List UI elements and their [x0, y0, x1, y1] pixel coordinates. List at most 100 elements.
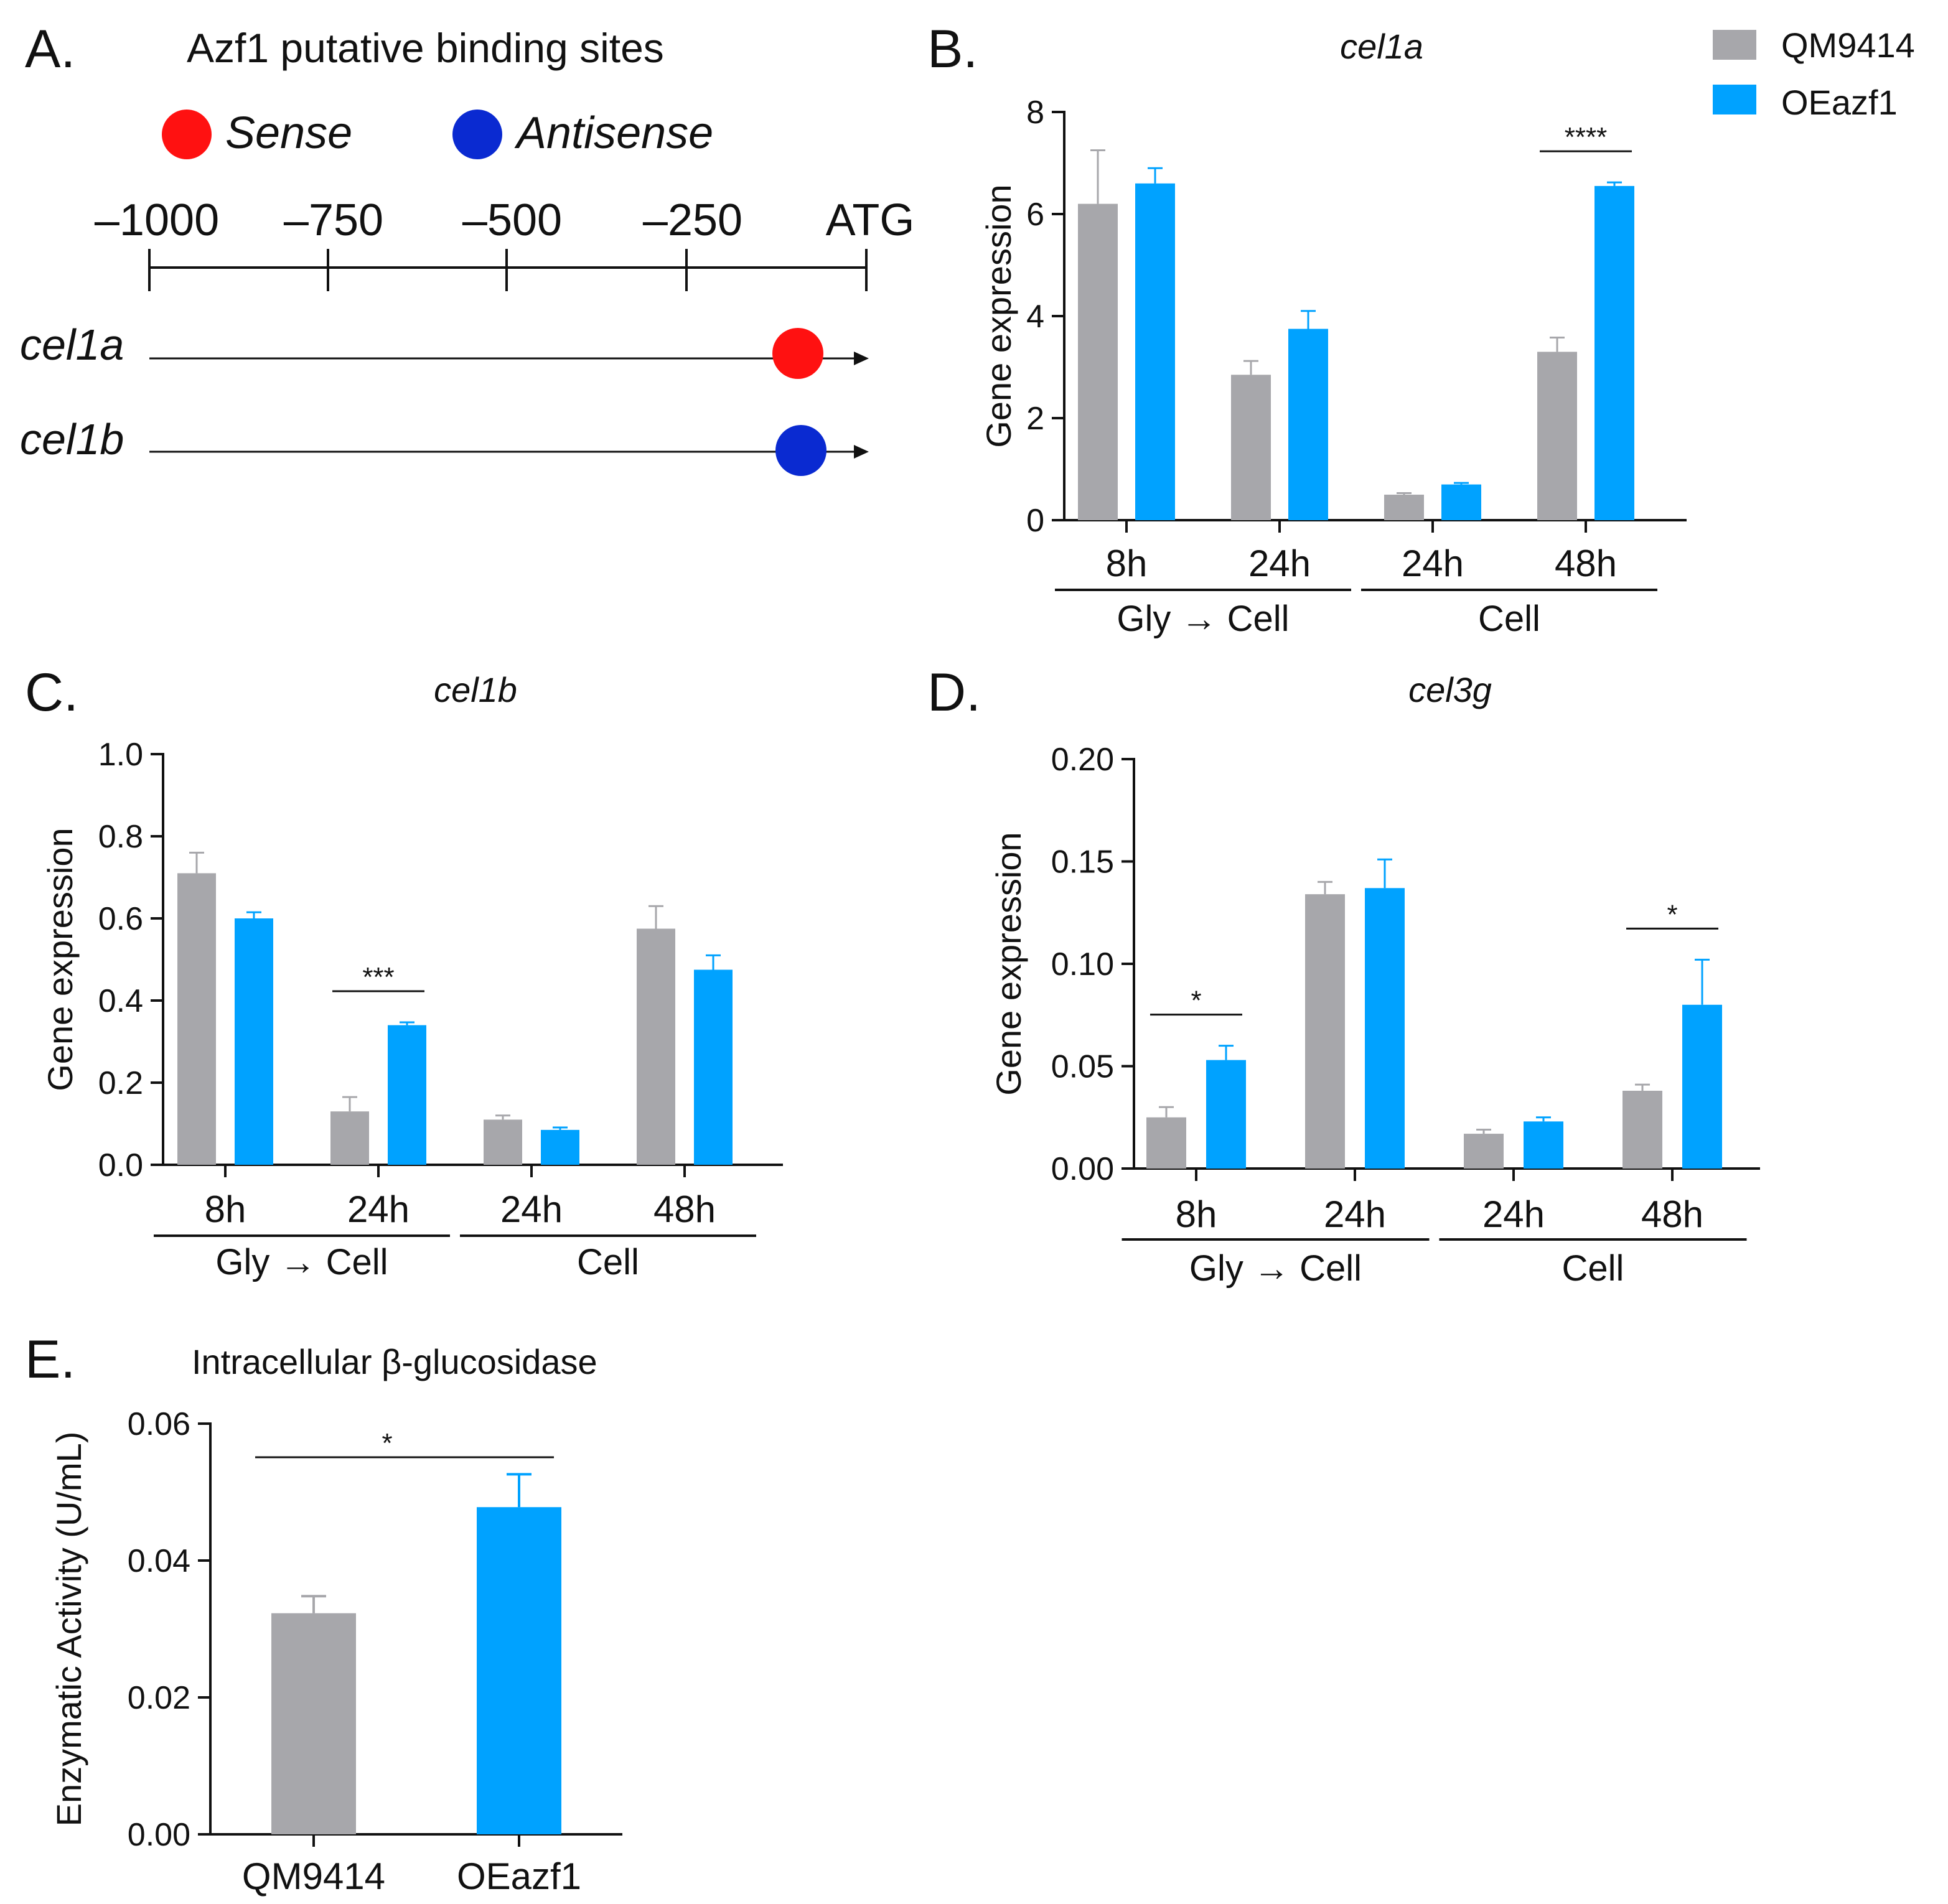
bar-qm9414-0	[1146, 1117, 1186, 1169]
panel-a-binding-diagram: A. Azf1 putative binding sites Sense Ant…	[20, 19, 914, 476]
panel-letter: E.	[25, 1330, 75, 1389]
y-axis-title: Enzymatic Activity (U/mL)	[49, 1432, 88, 1827]
y-tick-label: 0.0	[98, 1147, 143, 1183]
figure-legend: QM9414 OEazf1	[1713, 26, 1915, 122]
panel-b-cel1a-chart: B. cel1a 0 2 4 6 8 Gene expression 8h 24h 24h 48h Gl…	[927, 19, 1687, 639]
x-category-label: OEazf1	[457, 1855, 581, 1897]
chart-title: Intracellular β-glucosidase	[192, 1342, 597, 1381]
binding-site-cel1b	[775, 425, 826, 476]
significance-label: ***	[362, 962, 394, 992]
bar-oeazf1	[477, 1507, 561, 1834]
bar-qm9414-3	[637, 928, 675, 1165]
bar-qm9414-2	[1464, 1134, 1504, 1169]
y-axis-title: Gene expression	[979, 184, 1018, 447]
bar-oeazf1-0	[235, 918, 273, 1165]
x-category-label: 24h	[1248, 543, 1311, 584]
bar-oeazf1-0	[1135, 183, 1175, 520]
y-tick-label: 0.20	[1051, 742, 1114, 778]
x-category-label: QM9414	[242, 1855, 385, 1897]
panel-c-cel1b-chart: C. cel1b 0.0 0.2 0.4 0.6 0.8 1.0 Gene expression…	[25, 663, 783, 1282]
x-category-label: 48h	[1555, 543, 1617, 584]
legend-swatch-qm9414	[1713, 30, 1756, 60]
y-tick-label: 0.6	[98, 901, 143, 937]
sense-legend-label: Sense	[225, 108, 352, 158]
x-category-label: 24h	[1482, 1193, 1545, 1235]
diagram-title: Azf1 putative binding sites	[187, 25, 664, 71]
y-tick-label: 0.8	[98, 819, 143, 855]
bar-qm9414-2	[484, 1119, 522, 1165]
chart-title: cel1b	[434, 670, 517, 709]
antisense-legend-marker	[452, 110, 502, 159]
legend-label-oeazf1: OEazf1	[1781, 83, 1898, 122]
x-category-label: 48h	[1641, 1193, 1703, 1235]
y-tick-label: 0.2	[98, 1065, 143, 1101]
y-tick-label: 0.02	[128, 1680, 190, 1716]
bar-qm9414-0	[177, 873, 216, 1165]
y-axis-title: Gene expression	[989, 832, 1028, 1095]
bar-oeazf1-0	[1206, 1060, 1246, 1169]
group-label: Gly → Cell	[1189, 1248, 1362, 1289]
significance-label: *	[382, 1428, 392, 1458]
gene-label-cel1a: cel1a	[20, 320, 124, 369]
x-category-label: 8h	[1176, 1193, 1217, 1235]
bar-qm9414-2	[1384, 495, 1424, 520]
bar-oeazf1-1	[1288, 329, 1328, 520]
bar-oeazf1-2	[1524, 1121, 1563, 1169]
y-tick-label: 4	[1026, 299, 1044, 335]
binding-site-cel1a	[772, 328, 823, 379]
bar-oeazf1-3	[1594, 185, 1634, 520]
group-label: Gly → Cell	[215, 1242, 388, 1282]
y-tick-label: 0.10	[1051, 946, 1114, 982]
bar-qm9414	[271, 1613, 356, 1834]
promoter-label-500: –500	[462, 195, 562, 245]
significance-label: *	[1667, 899, 1677, 930]
promoter-label-atg: ATG	[826, 195, 915, 245]
x-category-label: 24h	[347, 1188, 410, 1230]
y-tick-label: 6	[1026, 197, 1044, 233]
y-tick-label: 0.04	[128, 1543, 190, 1579]
y-tick-label: 0	[1026, 503, 1044, 539]
y-tick-label: 0.4	[98, 983, 143, 1019]
panel-d-cel3g-chart: D. cel3g 0.00 0.05 0.10 0.15 0.20 Gene expressi…	[927, 663, 1760, 1289]
y-tick-label: 0.00	[128, 1817, 190, 1853]
x-category-label: 24h	[1324, 1193, 1386, 1235]
y-tick-label: 0.15	[1051, 844, 1114, 880]
promoter-label-750: –750	[284, 195, 383, 245]
y-tick-label: 2	[1026, 401, 1044, 437]
bar-oeazf1-3	[694, 969, 733, 1165]
bar-qm9414-3	[1537, 352, 1577, 520]
x-category-label: 24h	[500, 1188, 563, 1230]
bar-oeazf1-1	[388, 1025, 426, 1165]
bar-qm9414-3	[1623, 1090, 1662, 1169]
bar-oeazf1-1	[1365, 888, 1405, 1169]
chart-title: cel1a	[1340, 27, 1423, 66]
panel-letter: D.	[927, 663, 981, 722]
group-label: Cell	[1478, 599, 1540, 639]
bar-oeazf1-3	[1682, 1004, 1722, 1169]
gene-label-cel1b: cel1b	[20, 415, 124, 464]
legend-swatch-oeazf1	[1713, 85, 1756, 114]
gene-arrow-cel1a	[854, 352, 869, 365]
group-label: Cell	[577, 1242, 639, 1282]
group-label: Gly → Cell	[1117, 599, 1289, 639]
sense-legend-marker	[162, 110, 212, 159]
legend-label-qm9414: QM9414	[1781, 26, 1915, 65]
y-axis-title: Gene expression	[40, 828, 80, 1091]
panel-e-glucosidase-chart: E. Intracellular β-glucosidase 0.00 0.02 0.0…	[25, 1330, 622, 1897]
promoter-label-1000: –1000	[95, 195, 219, 245]
bar-qm9414-1	[330, 1111, 369, 1165]
promoter-label-250: –250	[643, 195, 742, 245]
gene-arrow-cel1b	[854, 445, 869, 459]
bar-oeazf1-2	[541, 1129, 579, 1165]
panel-letter: C.	[25, 663, 78, 722]
y-tick-label: 0.00	[1051, 1151, 1114, 1187]
panel-letter: B.	[927, 19, 978, 79]
group-label: Cell	[1562, 1248, 1624, 1289]
y-tick-label: 0.05	[1051, 1049, 1114, 1085]
panel-a-letter: A.	[25, 19, 75, 79]
y-tick-label: 1.0	[98, 737, 143, 773]
bar-qm9414-1	[1305, 894, 1345, 1169]
antisense-legend-label: Antisense	[514, 108, 713, 158]
significance-label: *	[1191, 986, 1201, 1016]
